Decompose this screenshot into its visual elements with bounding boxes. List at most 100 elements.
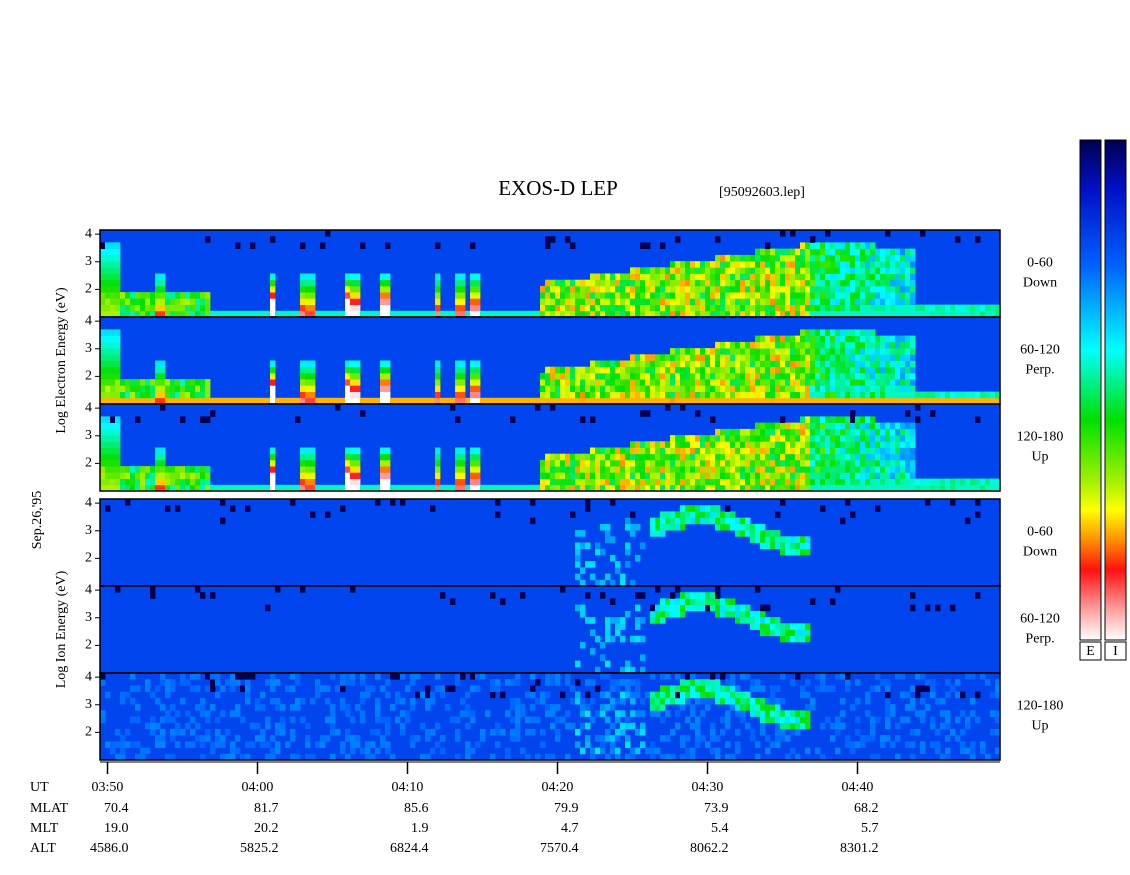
spectrogram-cell [885,428,891,436]
spectrogram-cell [290,716,296,724]
spectrogram-cell [950,604,956,612]
spectrogram-cell [590,697,596,705]
spectrogram-cell [850,453,856,461]
spectrogram-cell [805,354,811,361]
spectrogram-cell [690,310,696,318]
spectrogram-cell [735,279,741,287]
spectrogram-cell [910,366,916,374]
spectrogram-cell [335,484,341,492]
spectrogram-cell [905,435,911,442]
spectrogram-cell [550,285,556,293]
spectrogram-cell [495,397,501,405]
spectrogram-cell [785,292,791,299]
spectrogram-cell [640,728,646,736]
spectrogram-cell [105,360,111,368]
spectrogram-cell [760,441,766,448]
spectrogram-cell [620,691,626,699]
spectrogram-cell [595,685,601,692]
spectrogram-cell [880,447,886,455]
spectrogram-cell [675,236,681,243]
spectrogram-cell [105,341,111,349]
spectrogram-cell [890,385,896,392]
spectrogram-cell [905,447,911,455]
spectrogram-cell [735,685,741,692]
spectrogram-cell [880,484,886,492]
spectrogram-cell [605,285,611,293]
spectrogram-cell [180,472,186,479]
spectrogram-cell [385,391,391,399]
spectrogram-cell [785,366,791,374]
spectrogram-cell [750,447,756,455]
spectrogram-cell [905,391,911,399]
spectrogram-cell [720,598,726,605]
spectrogram-cell [155,385,161,392]
spectrogram-cell [885,472,891,479]
spectrogram-cell [770,341,776,349]
spectrogram-cell [415,484,421,492]
spectrogram-cell [900,366,906,374]
spectrogram-cell [170,304,176,312]
spectrogram-cell [840,435,846,442]
spectrogram-cell [750,435,756,442]
spectrogram-cell [635,366,641,374]
spectrogram-cell [785,466,791,473]
spectrogram-cell [550,710,556,717]
spectrogram-cell [875,379,881,386]
spectrogram-cell [845,466,851,473]
spectrogram-cell [725,385,731,392]
y-tick-label: 4 [85,226,92,241]
spectrogram-cell [690,505,696,512]
spectrogram-cell [355,385,361,392]
spectrogram-cell [660,704,666,711]
spectrogram-cell [680,261,686,268]
spectrogram-cell [195,385,201,392]
spectrogram-cell [360,679,366,686]
spectrogram-cell [275,586,281,593]
spectrogram-cell [850,747,856,755]
spectrogram-cell [905,335,911,343]
spectrogram-cell [815,242,821,249]
spectrogram-cell [570,478,576,486]
spectrogram-cell [680,298,686,305]
spectrogram-cell [900,261,906,268]
spectrogram-cell [340,704,346,711]
spectrogram-cell [580,604,586,612]
spectrogram-cell [545,385,551,392]
spectrogram-cell [695,435,701,442]
spectrogram-cell [125,298,131,305]
spectrogram-cell [825,478,831,486]
spectrogram-cell [740,435,746,442]
spectrogram-cell [665,279,671,287]
spectrogram-cell [520,310,526,318]
spectrogram-cell [995,484,1001,492]
spectrogram-cell [575,466,581,473]
spectrogram-cell [135,478,141,486]
spectrogram-cell [630,666,636,674]
spectrogram-cell [695,728,701,736]
spectrogram-cell [115,273,121,281]
spectrogram-cell [185,304,191,312]
spectrogram-cell [765,298,771,305]
spectrogram-cell [820,248,826,256]
spectrogram-cell [780,372,786,380]
spectrogram-cell [630,722,636,730]
spectrogram-cell [850,379,856,386]
spectrogram-cell [645,360,651,368]
spectrogram-cell [750,360,756,368]
spectrogram-cell [875,366,881,374]
spectrogram-cell [800,242,806,249]
spectrogram-cell [665,404,671,411]
spectrogram-cell [685,517,691,525]
spectrogram-cell [305,391,311,399]
spectrogram-cell [310,459,316,467]
spectrogram-cell [690,261,696,268]
spectrogram-cell [195,466,201,473]
spectrogram-cell [790,360,796,368]
spectrogram-cell [645,310,651,318]
spectrogram-cell [300,372,306,380]
panel-frame [99,672,1001,761]
spectrogram-cell [265,741,271,748]
spectrogram-cell [900,441,906,448]
spectrogram-cell [830,466,836,473]
spectrogram-cell [740,261,746,268]
